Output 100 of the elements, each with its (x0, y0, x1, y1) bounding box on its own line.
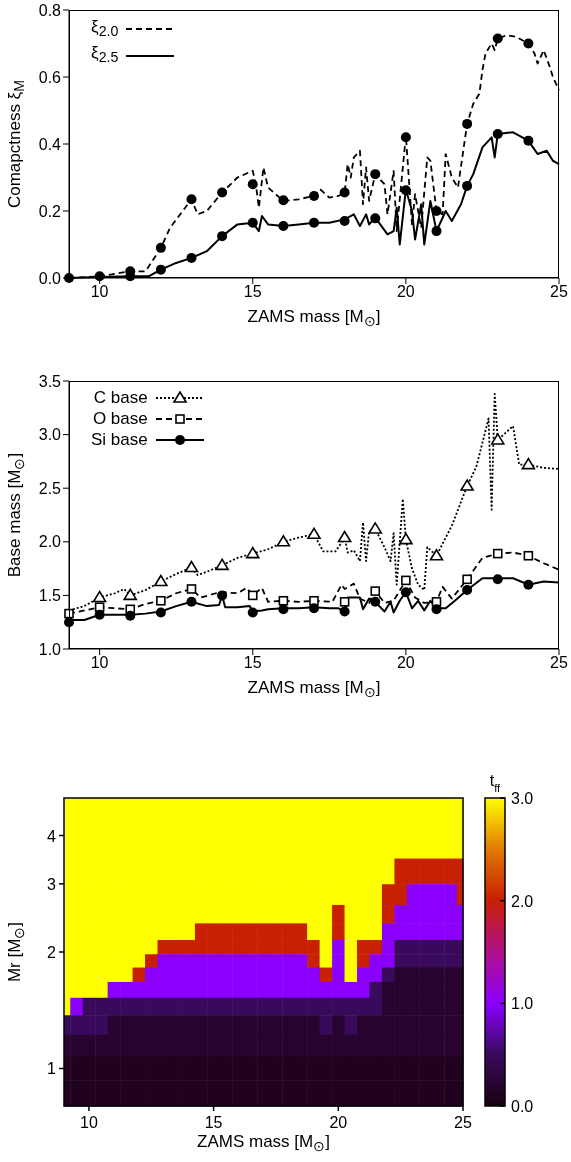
legend-label: ξ$_{2.0}$ (91, 16, 119, 42)
point (523, 38, 534, 49)
point (156, 595, 166, 606)
x-tick-label: 20 (396, 654, 415, 672)
y-tick-label: 1 (47, 1060, 57, 1078)
y-tick-label: 0.0 (38, 269, 62, 287)
point (400, 587, 411, 598)
point (155, 242, 166, 253)
x-tick-label: 20 (396, 283, 415, 301)
point (184, 560, 199, 573)
x-tick-label: 15 (243, 654, 262, 672)
x-axis-title: ZAMS mass [M$_{⊙}$] (196, 1132, 331, 1155)
x-tick-label: 25 (454, 1114, 472, 1131)
x-tick-label: 10 (90, 283, 109, 301)
y-tick-label: 2.0 (38, 533, 62, 551)
point (431, 604, 442, 615)
point (278, 595, 289, 606)
point (154, 574, 168, 587)
y-tick-label: 3.5 (38, 372, 62, 390)
point (462, 585, 473, 596)
color-bar-label: 3.0 (511, 790, 534, 807)
point (370, 586, 381, 596)
point (247, 217, 258, 228)
x-axis-title: ZAMS mass [M$_{⊙}$] (246, 678, 382, 701)
point (523, 579, 534, 590)
point (309, 603, 319, 614)
y-tick-label: 2.5 (38, 479, 62, 497)
point (492, 33, 503, 44)
point (339, 606, 350, 617)
point (370, 596, 381, 607)
point (155, 264, 166, 275)
point (186, 596, 197, 607)
y-tick-label: 0.4 (38, 135, 62, 153)
y-tick-label: 1.0 (38, 640, 62, 658)
point (339, 597, 350, 607)
point (186, 252, 197, 263)
point (155, 607, 166, 618)
point (94, 609, 105, 620)
x-tick-label: 25 (550, 654, 568, 672)
point (431, 206, 442, 216)
point (247, 590, 258, 601)
point (521, 457, 536, 470)
y-tick-label: 2 (47, 944, 57, 961)
point (217, 231, 228, 242)
x-tick-label: 20 (329, 1114, 348, 1131)
point (400, 132, 411, 143)
x-tick-label: 10 (80, 1114, 98, 1131)
y-tick-label: 3.0 (38, 426, 62, 444)
point (492, 128, 503, 139)
x-tick-label: 15 (243, 283, 262, 301)
point (368, 522, 383, 534)
x-tick-label: 10 (90, 654, 109, 672)
point (278, 604, 289, 615)
point (186, 584, 197, 594)
point (401, 575, 411, 586)
point (247, 607, 258, 618)
point (462, 574, 472, 585)
point (370, 169, 381, 180)
point (278, 195, 289, 206)
x-tick-label: 15 (204, 1114, 223, 1131)
legend-label: Si base (91, 429, 148, 450)
x-axis-title: ZAMS mass [M$_{⊙}$] (246, 307, 382, 330)
y-tick-label: 0.2 (38, 202, 62, 220)
color-bar-title: t$_{ff}$ (489, 772, 502, 794)
point (245, 546, 260, 559)
point (337, 530, 352, 543)
point (492, 548, 503, 559)
point (339, 187, 350, 198)
color-bar-label: 1.0 (511, 995, 534, 1013)
point (92, 590, 107, 603)
color-bar-label: 0.0 (511, 1098, 534, 1115)
x-tick-label: 25 (550, 283, 568, 301)
point (309, 190, 319, 201)
point (400, 185, 411, 196)
point (523, 135, 534, 146)
point (309, 217, 319, 228)
color-bar-label: 2.0 (511, 892, 534, 910)
point (431, 226, 442, 237)
point (399, 532, 413, 545)
point (462, 118, 473, 129)
point (125, 610, 136, 621)
point (339, 216, 350, 227)
point (276, 535, 291, 547)
point (492, 574, 503, 585)
y-tick-label: 0.6 (38, 68, 62, 86)
point (217, 187, 228, 198)
point (123, 588, 138, 601)
point (429, 548, 444, 561)
y-tick-label: 0.8 (38, 1, 62, 19)
point (278, 221, 289, 232)
point (462, 180, 473, 191)
point (217, 590, 228, 601)
point (247, 179, 258, 190)
y-tick-label: 3 (47, 875, 57, 893)
point (460, 479, 474, 491)
point (490, 433, 505, 445)
y-tick-label: 1.5 (38, 587, 62, 605)
legend-label: C base (93, 387, 148, 408)
legend-label: ξ$_{2.5}$ (91, 42, 119, 68)
point (523, 550, 534, 561)
